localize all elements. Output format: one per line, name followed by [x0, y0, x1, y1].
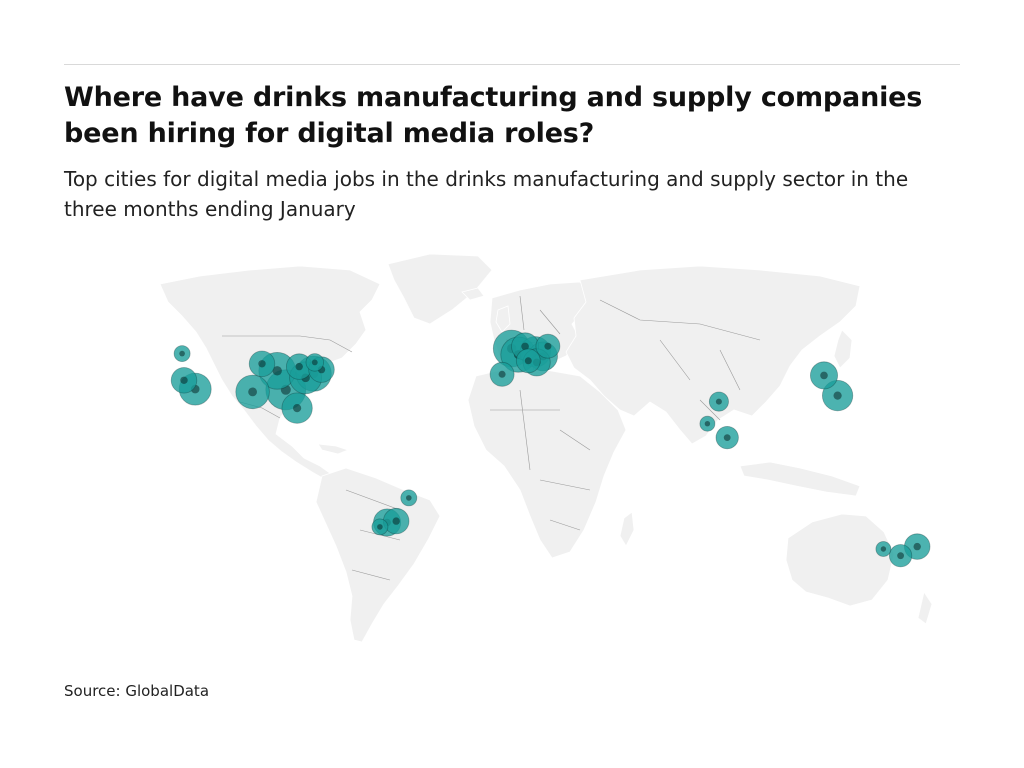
world-map-svg	[159, 253, 933, 643]
city-bubble-center	[392, 517, 400, 525]
city-bubble-center	[272, 366, 282, 376]
land-indonesia	[739, 461, 861, 497]
city-bubble-center	[524, 357, 532, 365]
border-samerica-1	[345, 489, 401, 581]
city-bubble-center	[833, 391, 842, 400]
chart-subtitle: Top cities for digital media jobs in the…	[64, 167, 909, 221]
land-madagascar	[619, 511, 635, 547]
border-us-canada	[222, 335, 353, 353]
city-bubble-center	[521, 342, 529, 351]
city-bubble-center	[715, 398, 722, 405]
city-bubble-center	[820, 371, 828, 380]
country-borders	[222, 295, 761, 581]
source-note: Source: GlobalData	[64, 682, 210, 700]
city-bubble-center	[723, 434, 731, 441]
border-asia-1	[599, 299, 761, 421]
city-bubble-center	[406, 495, 412, 501]
land-layer	[159, 253, 933, 643]
land-greenland	[387, 253, 493, 325]
land-africa	[467, 367, 627, 559]
city-bubble-center	[897, 552, 904, 560]
city-bubble-center	[293, 404, 302, 413]
land-caribbean	[317, 443, 350, 455]
city-bubble-center	[913, 542, 921, 551]
city-bubble-center	[258, 360, 266, 368]
border-europe-1	[505, 295, 561, 371]
land-uk	[495, 305, 511, 333]
city-bubble-center	[248, 387, 257, 397]
border-africa-1	[490, 389, 591, 531]
land-new-zealand	[917, 591, 933, 625]
land-south-america	[315, 467, 441, 643]
city-bubble-center	[180, 376, 188, 384]
city-bubble-center	[544, 342, 552, 350]
world-map	[0, 240, 1024, 660]
city-bubble-center	[377, 524, 383, 530]
city-bubble-center	[498, 370, 506, 378]
top-divider	[64, 64, 960, 65]
city-bubble-center	[311, 359, 318, 366]
land-asia	[565, 265, 861, 445]
city-bubbles	[170, 329, 931, 568]
land-iceland	[461, 287, 485, 301]
city-bubble-center	[179, 350, 185, 357]
city-bubble-center	[295, 362, 303, 371]
land-japan	[833, 329, 853, 369]
land-australia	[785, 513, 895, 607]
city-bubble-center	[880, 546, 887, 552]
city-bubble-center	[704, 421, 711, 427]
chart-title: Where have drinks manufacturing and supp…	[64, 82, 923, 149]
